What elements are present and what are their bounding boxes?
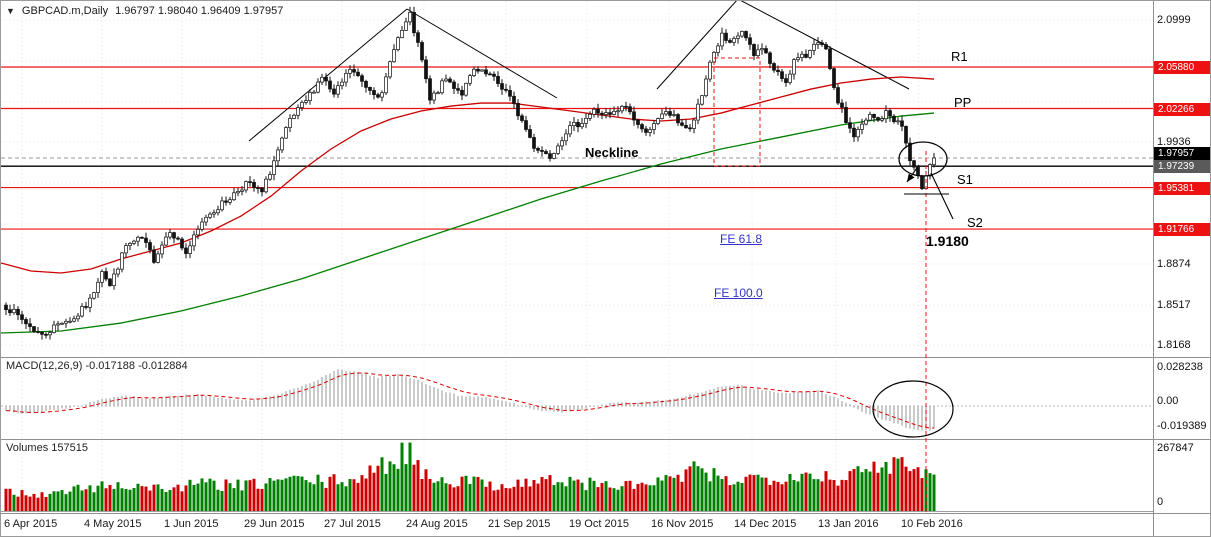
time-axis-label: 14 Dec 2015 (734, 518, 797, 530)
macd-scale-zero: 0.00 (1157, 395, 1179, 407)
macd-signal-line (5, 372, 935, 429)
symbol-period-label: GBPCAD.m,Daily (21, 5, 109, 17)
macd-indicator-label: MACD(12,26,9) -0.017188 -0.012884 (6, 360, 188, 372)
time-axis-label: 21 Sep 2015 (488, 518, 551, 530)
volume-scale-max: 267847 (1157, 442, 1194, 454)
ohlc-values: 1.96797 1.98040 1.96409 1.97957 (115, 5, 284, 17)
annotations (713, 57, 954, 513)
pivot-label-pp: PP (954, 95, 972, 110)
time-axis-label: 24 Aug 2015 (406, 518, 468, 530)
candlestick-series (4, 6, 936, 340)
pivot-label-r1: R1 (951, 49, 968, 64)
pivot-label-s1: S1 (957, 172, 973, 187)
price-badge-current-price: 1.97957 (1154, 146, 1210, 160)
price-scale-label: 1.8168 (1157, 339, 1191, 351)
time-axis-label: 16 Nov 2015 (651, 518, 714, 530)
ma-red (1, 76, 935, 274)
volumes-indicator-label: Volumes 157515 (6, 442, 88, 454)
price-scale-label: 2.0999 (1157, 14, 1191, 26)
time-axis-label: 13 Jan 2016 (818, 518, 879, 530)
fib-expansion-1000-label: FE 100.0 (714, 286, 763, 300)
price-badge-s2: 1.91766 (1154, 222, 1210, 236)
moving-averages (1, 76, 935, 334)
time-axis-label: 10 Feb 2016 (901, 518, 963, 530)
time-axis-label: 19 Oct 2015 (569, 518, 629, 530)
ma-green (1, 112, 935, 334)
price-badge-r1: 2.05880 (1154, 60, 1210, 74)
volume-bars (4, 442, 936, 511)
price-badge-s1: 1.95381 (1154, 181, 1210, 195)
macd-scale-min: -0.019389 (1157, 420, 1207, 432)
price-scale-label: 1.8517 (1157, 299, 1191, 311)
symbol-dropdown-icon[interactable]: ▼ (6, 6, 15, 16)
time-axis-label: 29 Jun 2015 (244, 518, 305, 530)
time-axis-label: 1 Jun 2015 (164, 518, 219, 530)
pivot-label-s2: S2 (967, 215, 983, 230)
price-scale-label: 1.9936 (1157, 136, 1191, 148)
price-scale-label: 1.8874 (1157, 258, 1191, 270)
time-axis-label: 27 Jul 2015 (324, 518, 381, 530)
time-axis[interactable]: 6 Apr 2015 4 May 2015 1 Jun 2015 29 Jun 201… (1, 518, 1151, 536)
price-badge-pp: 2.02266 (1154, 102, 1210, 116)
macd-scale-max: 0.028238 (1157, 361, 1203, 373)
macd-histogram (5, 369, 935, 431)
fib-expansion-618-label: FE 61.8 (720, 232, 763, 246)
price-target-label: 1.9180 (926, 233, 969, 249)
time-axis-label: 4 May 2015 (84, 518, 142, 530)
time-axis-label: 6 Apr 2015 (4, 518, 58, 530)
neckline-label: Neckline (585, 145, 639, 160)
chart-header: ▼ GBPCAD.m,Daily 1.96797 1.98040 1.96409… (6, 5, 283, 17)
macd-cross-circle (872, 380, 954, 438)
breakdown-circle (898, 141, 948, 177)
volume-scale-zero: 0 (1157, 496, 1164, 508)
pivot-lines (1, 66, 1153, 230)
price-badge-neckline: 1.97239 (1154, 159, 1210, 173)
grid (1, 1, 1153, 513)
trendlines (248, 1, 910, 142)
